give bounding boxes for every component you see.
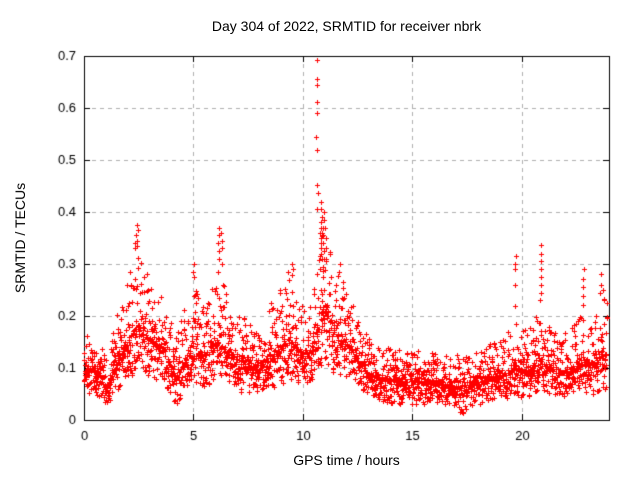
y-axis-label-text: SRMTID / TECUs bbox=[12, 182, 28, 294]
chart-title: Day 304 of 2022, SRMTID for receiver nbr… bbox=[211, 18, 482, 34]
x-axis-label: GPS time / hours bbox=[293, 452, 400, 468]
